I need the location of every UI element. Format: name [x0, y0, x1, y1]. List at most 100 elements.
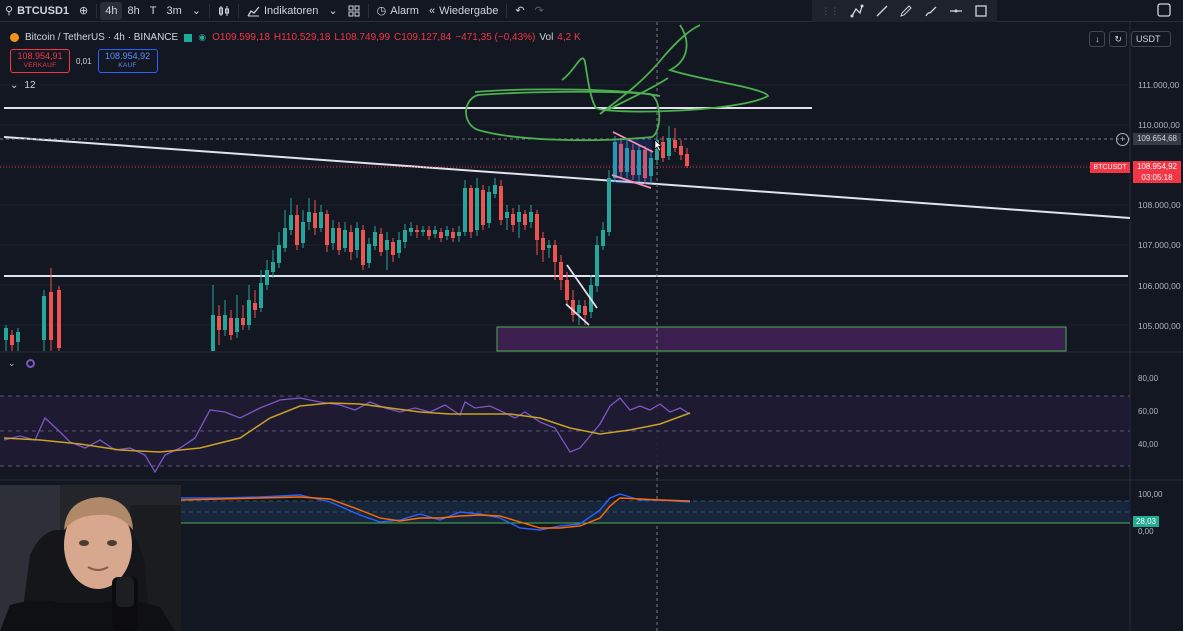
horizontal-line-icon[interactable]: [949, 4, 963, 18]
candle-body: [211, 315, 215, 351]
square-icon: [1157, 3, 1171, 17]
rectangle-tool-icon[interactable]: [974, 4, 988, 18]
replay-button[interactable]: « Wiedergabe: [424, 0, 503, 22]
candle-body: [637, 150, 641, 175]
compare-button[interactable]: ⊕: [74, 0, 93, 22]
interval-4h[interactable]: 4h: [100, 1, 123, 20]
layouts-button[interactable]: [343, 0, 365, 22]
sell-button[interactable]: 108.954,91 VERKAUF: [10, 49, 70, 73]
interval-1d[interactable]: T: [149, 4, 157, 17]
candle-body: [247, 300, 251, 325]
chevron-down-icon[interactable]: ⌄: [8, 358, 16, 368]
price-axis-label: 105.000,00: [1138, 321, 1181, 331]
chevron-down-icon: ⌄: [328, 5, 338, 17]
undo-button[interactable]: ↶: [510, 0, 529, 22]
flag-line-upper[interactable]: [566, 264, 598, 309]
presenter-video: [0, 485, 181, 631]
toolbar-divider: [367, 3, 369, 18]
price-axis-label: 110.000,00: [1138, 120, 1180, 130]
candle-body: [223, 315, 227, 330]
candle-body: [367, 244, 371, 263]
candle-body: [295, 215, 299, 245]
chart-type-button[interactable]: [213, 0, 235, 22]
candle-body: [16, 332, 20, 342]
rsi-line: [3, 397, 691, 474]
indicator-ring-icon[interactable]: [25, 359, 35, 368]
eye-icon[interactable]: ◉: [198, 32, 207, 42]
candle-body: [355, 228, 359, 250]
alarm-button[interactable]: ◷ Alarm: [372, 0, 424, 22]
rsi-ma-line: [3, 402, 691, 453]
candle-body: [271, 262, 275, 272]
interval-8h[interactable]: 8h: [127, 4, 140, 17]
brush-icon[interactable]: [924, 4, 938, 18]
candle-body: [10, 335, 14, 345]
candle-body: [427, 230, 431, 236]
sell-label: VERKAUF: [23, 62, 57, 69]
chevron-down-icon: ⌄: [191, 5, 201, 17]
stoch-value-tag: 28,03: [1133, 516, 1159, 527]
candle-body: [505, 212, 509, 218]
trade-buttons: 108.954,91 VERKAUF 0,01 108.954,92 KAUF: [10, 49, 158, 73]
candle-body: [547, 245, 551, 248]
candle-body: [337, 228, 341, 250]
candle-body: [307, 212, 311, 222]
buy-button[interactable]: 108.954,92 KAUF: [97, 49, 158, 73]
add-alert-icon[interactable]: +: [1116, 133, 1129, 146]
alarm-label: Alarm: [390, 4, 419, 17]
candle-body: [451, 232, 455, 238]
candle-body: [469, 188, 473, 232]
stoch-d-line: [180, 496, 691, 529]
bitcoin-logo-icon: [10, 33, 19, 42]
candle-body: [331, 228, 335, 243]
path-tool-icon[interactable]: [850, 4, 864, 18]
replay-label: Wiedergabe: [439, 4, 499, 17]
interval-3m[interactable]: 3m: [166, 4, 182, 17]
drag-handle-icon[interactable]: ⋮⋮: [821, 5, 840, 16]
scroll-down-button[interactable]: ↓: [1089, 31, 1106, 47]
indicators-dropdown[interactable]: ⌄: [323, 0, 342, 22]
indicators-toggle[interactable]: ⌄ 12: [10, 80, 36, 91]
grid-icon: [348, 5, 360, 16]
refresh-icon: ↻: [1114, 33, 1122, 44]
redo-button[interactable]: ↷: [530, 0, 549, 22]
trend-line-icon[interactable]: [875, 4, 889, 18]
candle-body: [415, 230, 419, 232]
stoch-axis-label: 100,00: [1138, 490, 1163, 499]
candle-body: [559, 262, 563, 280]
chevron-down-icon: ⌄: [10, 80, 19, 91]
bull-flag-lower[interactable]: [611, 174, 652, 189]
candle-body: [403, 230, 407, 242]
fullscreen-button[interactable]: [1157, 3, 1171, 20]
descending-trendline[interactable]: [3, 136, 1131, 219]
candle-body: [625, 148, 629, 172]
buy-price: 108.954,92: [105, 51, 151, 61]
refresh-button[interactable]: ↻: [1109, 31, 1127, 47]
demand-zone[interactable]: [496, 326, 1067, 352]
price-axis-label: 106.000,00: [1138, 281, 1181, 291]
symbol-search[interactable]: ⚲ BTCUSD1: [0, 0, 74, 22]
legend-volume: 4,2 K: [557, 32, 581, 43]
spread-value: 0,01: [76, 56, 92, 66]
redo-icon: ↷: [534, 5, 544, 17]
flag-icon[interactable]: [184, 33, 193, 42]
candle-body: [541, 238, 545, 250]
buy-label: KAUF: [118, 62, 137, 69]
currency-select[interactable]: USDT: [1131, 31, 1171, 47]
candle-body: [349, 232, 353, 252]
freehand-annotations[interactable]: [465, 24, 770, 142]
legend-title[interactable]: Bitcoin / TetherUS · 4h · BINANCE: [25, 32, 179, 43]
pen-icon[interactable]: [899, 4, 913, 18]
candle-body: [529, 212, 533, 222]
bull-flag-upper[interactable]: [612, 131, 654, 153]
candle-body: [661, 142, 665, 158]
indicators-button[interactable]: Indikatoren: [242, 0, 323, 22]
candle-body: [487, 192, 491, 223]
candle-body: [673, 140, 677, 148]
flag-line-lower[interactable]: [565, 303, 590, 326]
interval-dropdown[interactable]: ⌄: [187, 0, 206, 22]
candle-body: [475, 188, 479, 230]
top-toolbar: ⚲ BTCUSD1 ⊕ 4h 8h T 3m ⌄ Indikatoren ⌄ ◷: [0, 0, 1183, 22]
candle-body: [277, 245, 281, 263]
